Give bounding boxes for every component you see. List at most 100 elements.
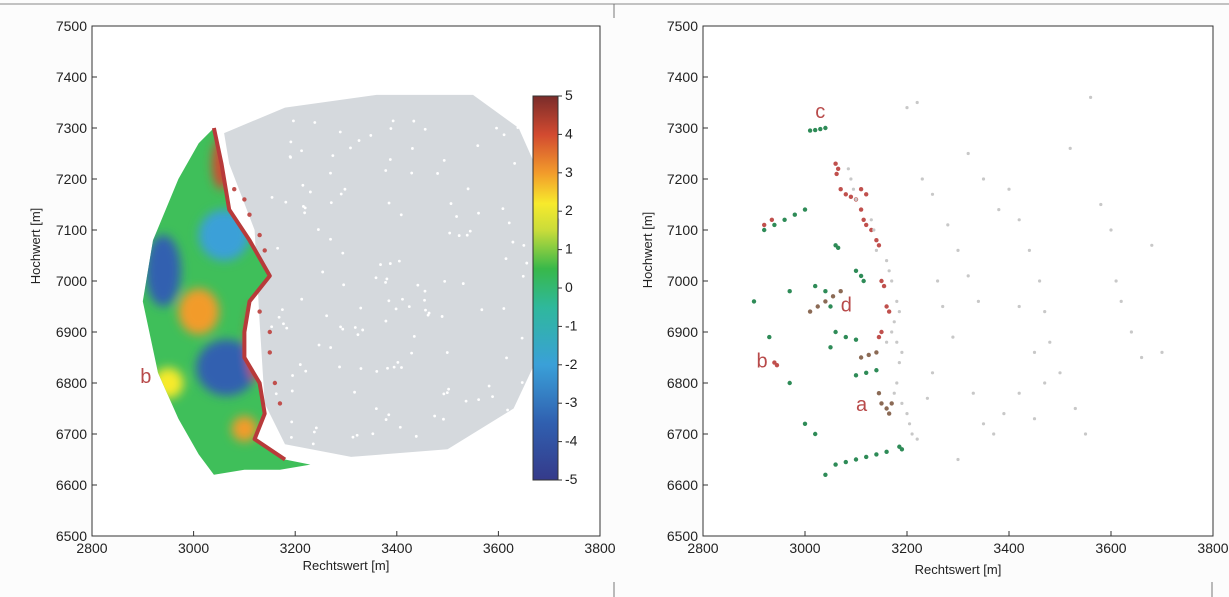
annotation-b: b xyxy=(140,366,151,388)
survey-hole xyxy=(457,234,461,237)
y-tick-label: 7200 xyxy=(667,171,698,187)
survey-hole xyxy=(491,395,494,399)
survey-hole xyxy=(329,201,333,205)
survey-hole xyxy=(339,325,342,329)
survey-hole xyxy=(353,390,356,394)
scatter-point xyxy=(874,248,879,252)
survey-hole xyxy=(388,158,392,161)
scatter-point xyxy=(861,217,866,222)
field-edge xyxy=(211,127,287,462)
survey-hole xyxy=(379,263,382,266)
field-base xyxy=(142,128,311,475)
survey-hole xyxy=(423,127,427,131)
survey-hole xyxy=(455,215,458,218)
scatter-point xyxy=(885,259,889,263)
survey-hole xyxy=(325,314,329,318)
scatter-point xyxy=(1083,432,1088,436)
edge-dot xyxy=(257,232,262,238)
scatter-point xyxy=(838,187,843,192)
scatter-point xyxy=(1002,412,1006,416)
survey-hole xyxy=(288,155,292,159)
scatter-point xyxy=(876,243,882,248)
scatter-point xyxy=(866,352,871,358)
scatter-point xyxy=(892,320,896,324)
scatter-point xyxy=(895,381,899,385)
scatter-point xyxy=(1129,330,1133,334)
scatter-point xyxy=(946,223,950,227)
scatter-point xyxy=(1140,355,1144,360)
axes-right: 2800 3000 3200 3400 3600 3800 6500 6600 6700 6800… xyxy=(667,18,1229,556)
scatter-point xyxy=(956,248,960,252)
survey-hole xyxy=(461,282,465,285)
panel-left-heatmap: 2800 3000 3200 3400 3600 3800 6500 6600 6700 6800… xyxy=(28,18,616,573)
colorbar-tick-label: 5 xyxy=(565,87,573,103)
scatter-point xyxy=(843,192,848,197)
scatter-point xyxy=(807,128,813,133)
survey-hole xyxy=(410,351,414,355)
survey-hole xyxy=(321,270,325,274)
colorbar-tick-label: 3 xyxy=(565,164,573,180)
survey-hole xyxy=(465,233,469,237)
scatter-point xyxy=(930,371,935,375)
scatter-point xyxy=(861,278,866,284)
colorbar: 5 4 3 2 1 0 -1 -2 -3 -4 -5 xyxy=(532,87,578,487)
scatter-point xyxy=(881,283,887,289)
survey-hole xyxy=(505,356,508,360)
anomaly-blob xyxy=(231,416,258,442)
scatter-point xyxy=(876,334,882,340)
scatter-point xyxy=(828,304,833,309)
scatter-point xyxy=(853,373,859,378)
scatter-point xyxy=(802,421,808,426)
edge-dot xyxy=(277,401,283,406)
scatter-point xyxy=(823,299,828,304)
scatter-point xyxy=(900,350,904,354)
scatter-point xyxy=(762,227,767,233)
y-tick-label: 6900 xyxy=(667,324,698,340)
scatter-point xyxy=(834,171,839,177)
x-axis-label-right: Rechtswert [m] xyxy=(915,562,1002,577)
survey-hole xyxy=(284,200,288,204)
annotations-left: b xyxy=(140,366,151,388)
scatter-point xyxy=(848,194,854,200)
y-tick-label: 6800 xyxy=(667,375,698,391)
scatter-point xyxy=(890,330,894,334)
survey-hole xyxy=(400,366,403,369)
survey-hole xyxy=(399,213,403,217)
y-tick-label: 6600 xyxy=(667,477,698,493)
survey-hole xyxy=(468,229,472,233)
scatter-point xyxy=(905,106,909,110)
y-tick-label: 6900 xyxy=(56,324,87,340)
survey-hole xyxy=(386,366,389,370)
survey-hole xyxy=(412,119,416,123)
scatter-point xyxy=(864,454,869,460)
anomaly-blob xyxy=(145,235,181,307)
survey-hole xyxy=(349,146,352,150)
colorbar-tick-label: -1 xyxy=(565,317,578,333)
scatter-point xyxy=(864,222,869,228)
scatter-point xyxy=(879,401,884,406)
x-tick-label: 3600 xyxy=(483,540,514,556)
survey-hole xyxy=(443,279,447,283)
survey-hole xyxy=(449,202,453,205)
survey-hole xyxy=(396,360,400,364)
y-tick-label: 7500 xyxy=(667,18,698,34)
survey-hole xyxy=(290,435,293,439)
y-tick-label: 6500 xyxy=(667,528,698,544)
survey-hole xyxy=(387,413,391,417)
survey-hole xyxy=(394,307,398,311)
scatter-point xyxy=(915,437,919,441)
survey-hole xyxy=(369,134,373,137)
scatter-point xyxy=(884,449,889,455)
survey-hole xyxy=(384,418,388,421)
survey-hole xyxy=(270,195,274,199)
survey-hole xyxy=(304,369,308,373)
survey-hole xyxy=(329,346,333,349)
survey-hole xyxy=(506,408,510,412)
y-tick-label: 6700 xyxy=(56,426,87,442)
survey-hole xyxy=(502,307,506,310)
x-tick-label: 3400 xyxy=(381,540,412,556)
y-tick-label: 7300 xyxy=(56,120,87,136)
annotation-a: a xyxy=(856,394,868,416)
survey-hole xyxy=(285,326,289,330)
scatter-point xyxy=(872,228,876,232)
